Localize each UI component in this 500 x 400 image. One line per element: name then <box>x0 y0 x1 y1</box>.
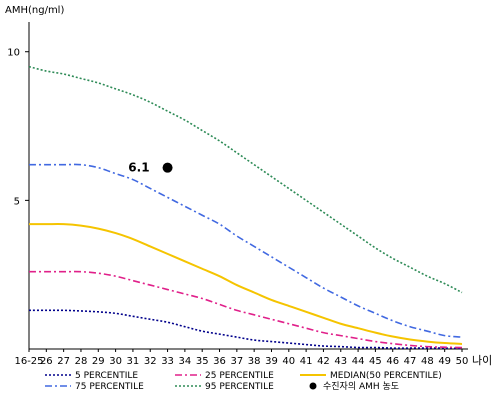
x-tick-label: 33 <box>161 356 174 367</box>
series-line <box>29 163 463 338</box>
x-tick-label: 28 <box>75 356 88 367</box>
x-tick-label: 31 <box>127 356 140 367</box>
x-tick-label: 41 <box>300 356 313 367</box>
legend-label: 25 PERCENTILE <box>205 371 274 381</box>
patient-amh-marker <box>162 162 173 173</box>
series-line <box>28 65 463 294</box>
x-tick-label: 39 <box>265 356 278 367</box>
series-layer <box>28 65 463 350</box>
x-tick-label: 49 <box>438 356 451 367</box>
x-tick-label: 42 <box>317 356 330 367</box>
x-tick-label: 50 <box>456 356 469 367</box>
x-tick-label: 30 <box>109 356 122 367</box>
legend-label: 수진자의 AMH 농도 <box>323 381 399 392</box>
legend-label: 5 PERCENTILE <box>75 371 138 381</box>
x-tick-label: 35 <box>196 356 209 367</box>
x-tick-label: 16-25 <box>14 356 43 367</box>
y-tick-label: 10 <box>7 48 20 59</box>
x-tick-label: 27 <box>57 356 70 367</box>
x-tick-label: 32 <box>144 356 157 367</box>
x-tick-label: 40 <box>282 356 295 367</box>
x-tick-label: 45 <box>369 356 382 367</box>
x-tick-label: 48 <box>421 356 434 367</box>
marker-layer: 6.1 <box>128 161 173 175</box>
x-tick-label: 38 <box>248 356 261 367</box>
x-tick-label: 37 <box>230 356 243 367</box>
x-tick-label: 34 <box>179 356 192 367</box>
legend-label: 75 PERCENTILE <box>75 382 144 392</box>
x-tick-label: 47 <box>404 356 417 367</box>
x-tick-label: 46 <box>386 356 399 367</box>
x-tick-label: 29 <box>92 356 105 367</box>
legend: 5 PERCENTILE 25 PERCENTILE MEDIAN(50 PERCE… <box>45 371 442 392</box>
x-axis-title: 나이 <box>472 354 492 367</box>
y-tick-label: 5 <box>14 196 20 207</box>
series-line <box>29 223 463 345</box>
series-line <box>29 309 463 350</box>
legend-label: 95 PERCENTILE <box>205 382 274 392</box>
legend-label: MEDIAN(50 PERCENTILE) <box>330 371 442 381</box>
x-tick-label: 26 <box>40 356 53 367</box>
legend-marker-symbol <box>309 382 317 390</box>
x-tick-label: 44 <box>352 356 365 367</box>
series-line <box>29 270 463 349</box>
x-tick-label: 43 <box>334 356 347 367</box>
x-tick-label: 36 <box>213 356 226 367</box>
patient-amh-value-label: 6.1 <box>128 161 149 175</box>
y-axis-title: AMH(ng/ml) <box>5 5 64 16</box>
